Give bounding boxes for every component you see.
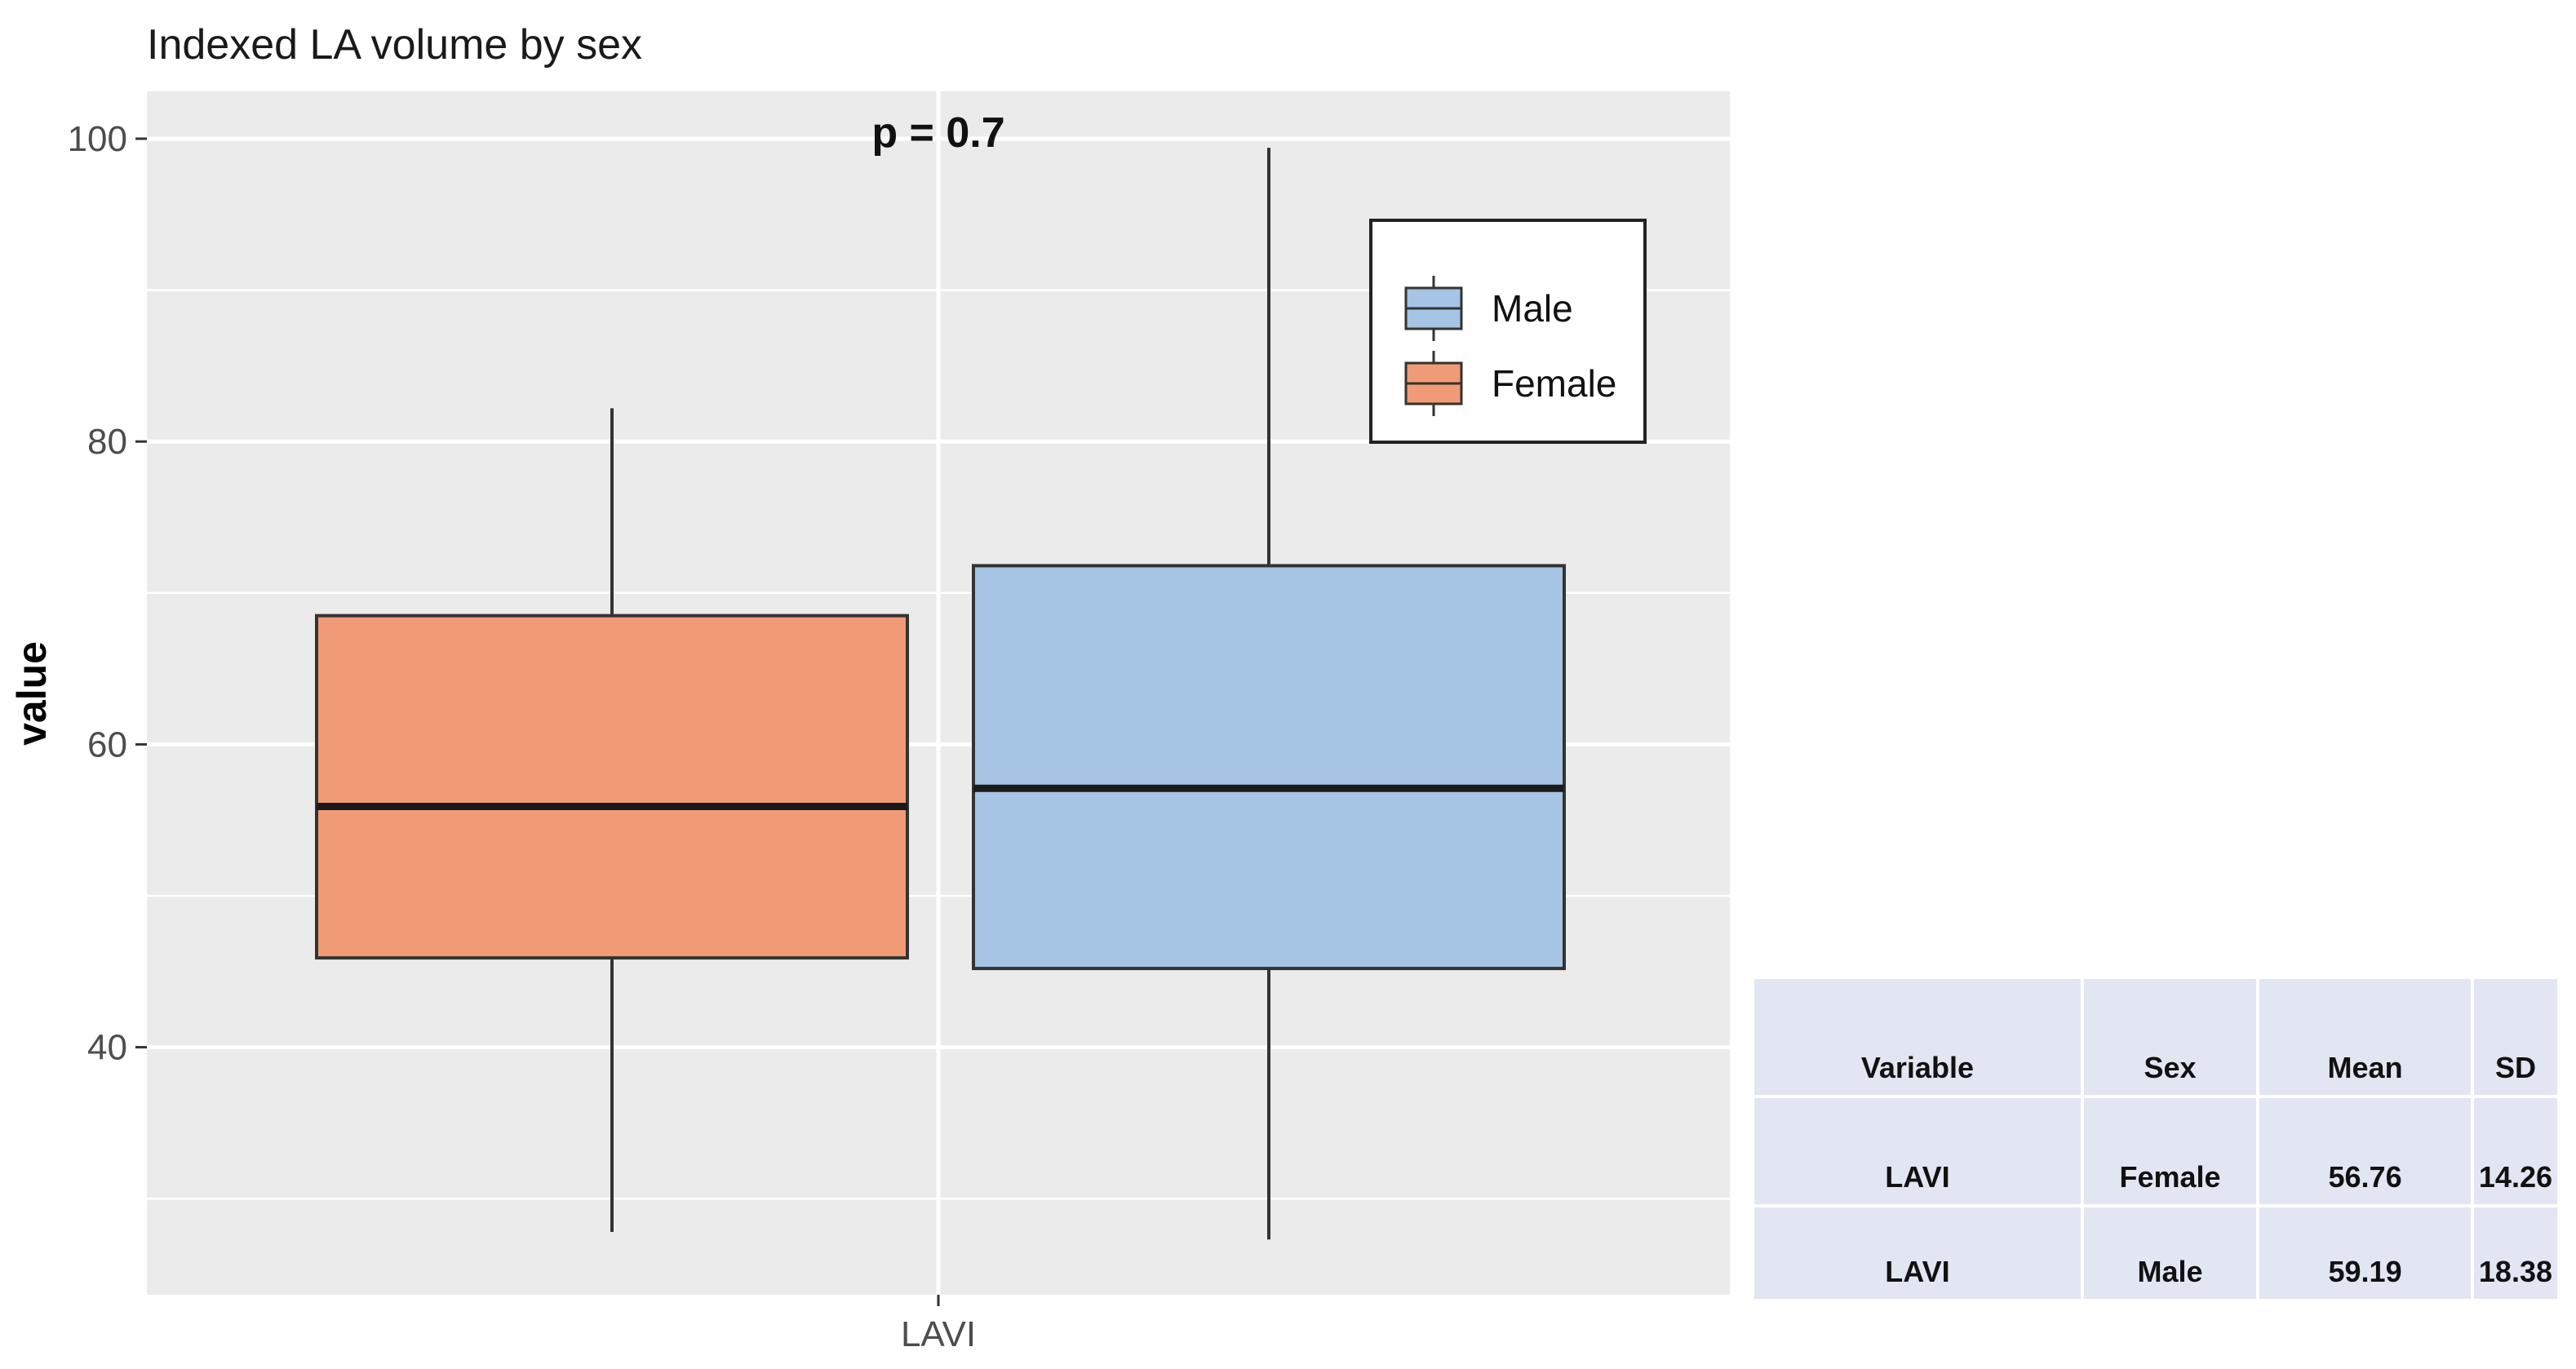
y-tick-label: 80 <box>87 422 127 462</box>
y-axis-title: value <box>9 641 55 746</box>
cell-variable: LAVI <box>1754 1206 2084 1302</box>
header-mean: Mean <box>2258 979 2474 1098</box>
legend-label: Female <box>1492 362 1616 405</box>
table-header-row: Variable Sex Mean SD <box>1754 979 2561 1098</box>
legend-item-male: Male <box>1404 276 1573 341</box>
x-tick-label: LAVI <box>901 1314 976 1354</box>
table-row: LAVI Female 56.76 14.26 <box>1754 1097 2561 1207</box>
y-tick-label: 100 <box>68 119 127 159</box>
y-tick-label: 60 <box>87 724 127 764</box>
table-row: LAVI Male 59.19 18.38 <box>1754 1206 2561 1302</box>
box-male <box>972 148 1566 1240</box>
chart-title: Indexed LA volume by sex <box>147 21 642 69</box>
iqr-box <box>972 564 1566 971</box>
header-variable: Variable <box>1754 979 2084 1098</box>
cell-sex: Male <box>2082 1206 2260 1302</box>
legend-items: Male Female <box>1404 276 1616 416</box>
box-female <box>315 408 909 1233</box>
cell-mean: 56.76 <box>2258 1097 2474 1207</box>
iqr-box <box>315 614 909 960</box>
legend-label: Male <box>1492 287 1573 330</box>
boxes <box>315 148 1566 1240</box>
header-sd: SD <box>2472 979 2561 1098</box>
cell-sd: 18.38 <box>2472 1206 2561 1302</box>
legend-item-female: Female <box>1404 351 1616 416</box>
p-value-annotation: p = 0.7 <box>871 109 1004 157</box>
header-sex: Sex <box>2082 979 2260 1098</box>
cell-sex: Female <box>2082 1097 2260 1207</box>
y-tick-label: 40 <box>87 1028 127 1068</box>
cell-variable: LAVI <box>1754 1097 2084 1207</box>
legend: Male Female <box>1369 219 1647 444</box>
cell-sd: 14.26 <box>2472 1097 2561 1207</box>
summary-table: Variable Sex Mean SD LAVI Female 56.76 1… <box>1754 979 2561 1302</box>
legend-frame <box>1369 219 1647 444</box>
y-axis-ticks: 40 60 80 100 <box>68 119 940 1306</box>
cell-mean: 59.19 <box>2258 1206 2474 1302</box>
